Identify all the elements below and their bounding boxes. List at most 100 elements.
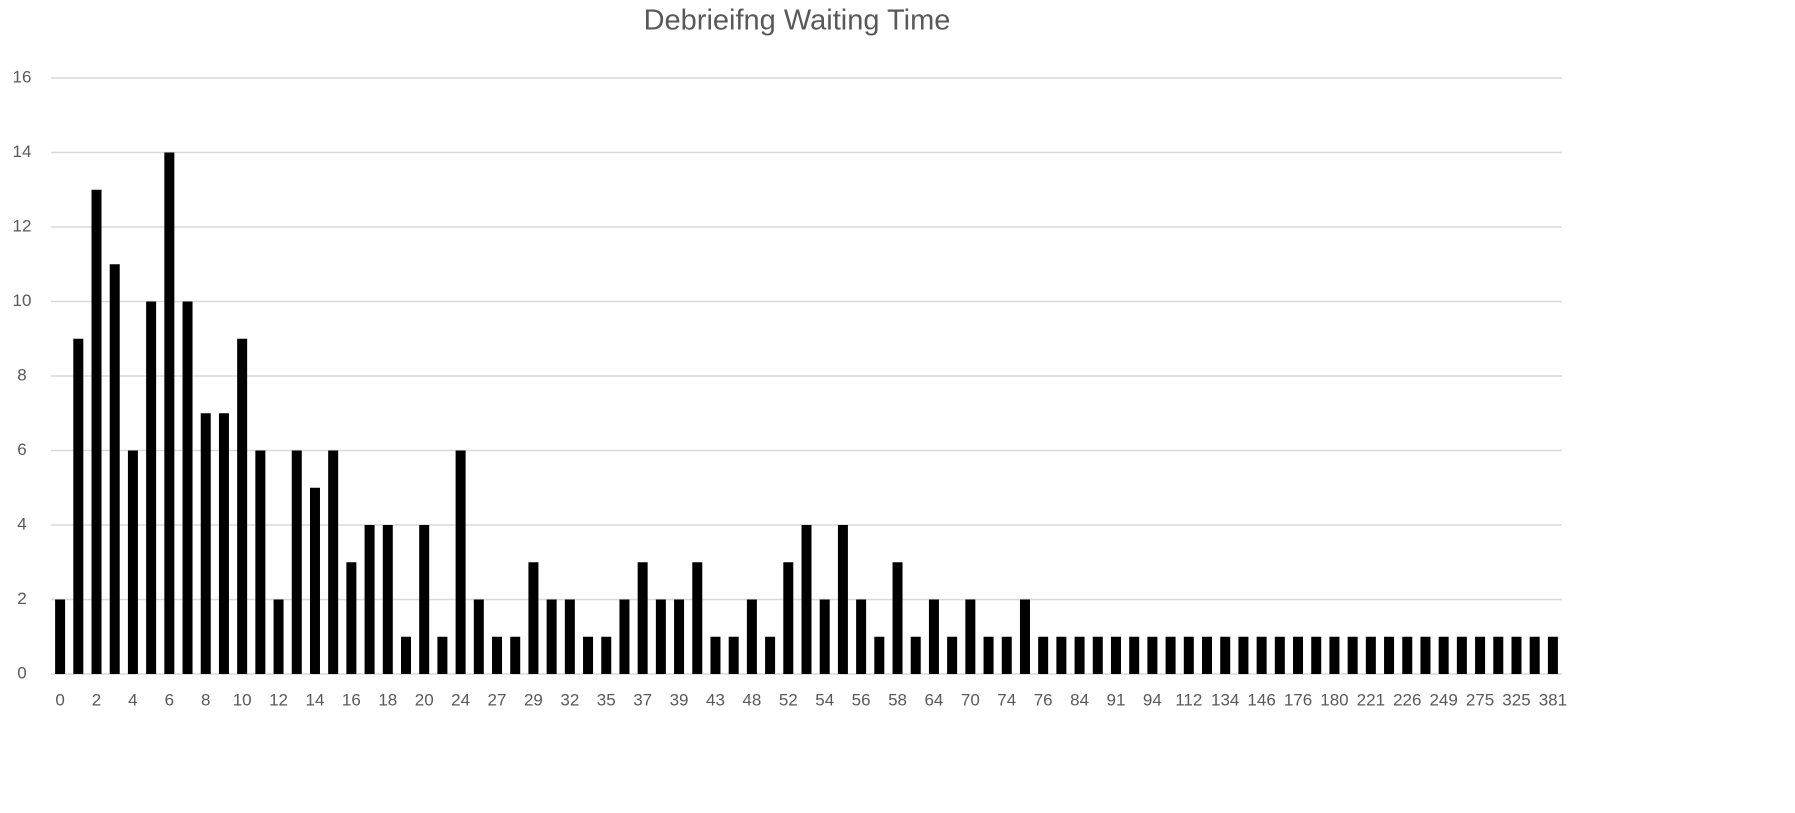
bar bbox=[291, 450, 302, 674]
bar bbox=[546, 599, 557, 674]
bar bbox=[1384, 636, 1395, 674]
x-tick-label: 32 bbox=[560, 690, 579, 709]
bar bbox=[1274, 636, 1285, 674]
bar bbox=[1420, 636, 1431, 674]
x-tick-label: 8 bbox=[201, 690, 210, 709]
bar bbox=[965, 599, 976, 674]
x-tick-label: 0 bbox=[55, 690, 64, 709]
bar bbox=[1347, 636, 1358, 674]
bar bbox=[674, 599, 685, 674]
x-tick-label: 226 bbox=[1393, 690, 1421, 709]
bar bbox=[73, 338, 84, 674]
x-tick-label: 6 bbox=[165, 690, 174, 709]
x-tick-label: 10 bbox=[233, 690, 252, 709]
bar bbox=[1220, 636, 1231, 674]
x-tick-label: 325 bbox=[1502, 690, 1530, 709]
y-tick-label: 14 bbox=[13, 142, 32, 161]
bar bbox=[710, 636, 721, 674]
bar bbox=[492, 636, 503, 674]
bar bbox=[55, 599, 66, 674]
x-tick-label: 91 bbox=[1107, 690, 1126, 709]
bar bbox=[1110, 636, 1121, 674]
x-tick-label: 43 bbox=[706, 690, 725, 709]
bar bbox=[1402, 636, 1413, 674]
x-tick-label: 48 bbox=[742, 690, 761, 709]
x-tick-label: 176 bbox=[1284, 690, 1312, 709]
bar bbox=[346, 562, 357, 674]
bar bbox=[1511, 636, 1522, 674]
bar bbox=[564, 599, 575, 674]
bar bbox=[1329, 636, 1340, 674]
x-tick-label: 74 bbox=[997, 690, 1016, 709]
bar bbox=[583, 636, 594, 674]
x-tick-label: 27 bbox=[488, 690, 507, 709]
x-tick-label: 221 bbox=[1357, 690, 1385, 709]
bar bbox=[947, 636, 958, 674]
x-tick-label: 14 bbox=[306, 690, 325, 709]
bar bbox=[1547, 636, 1558, 674]
y-tick-label: 0 bbox=[17, 663, 26, 682]
x-tick-label: 37 bbox=[633, 690, 652, 709]
bar bbox=[765, 636, 776, 674]
y-tick-label: 10 bbox=[13, 291, 32, 310]
bar bbox=[1147, 636, 1158, 674]
x-tick-label: 24 bbox=[451, 690, 470, 709]
bar bbox=[328, 450, 339, 674]
bar bbox=[746, 599, 757, 674]
x-tick-label: 146 bbox=[1247, 690, 1275, 709]
x-tick-label: 180 bbox=[1320, 690, 1348, 709]
x-tick-label: 29 bbox=[524, 690, 543, 709]
x-tick-label: 18 bbox=[378, 690, 397, 709]
bar bbox=[91, 189, 102, 674]
bar bbox=[455, 450, 466, 674]
y-tick-label: 12 bbox=[13, 216, 32, 235]
bar bbox=[1365, 636, 1376, 674]
bar bbox=[1019, 599, 1030, 674]
bar bbox=[255, 450, 266, 674]
x-tick-label: 16 bbox=[342, 690, 361, 709]
bar bbox=[146, 301, 157, 674]
bar bbox=[692, 562, 703, 674]
x-tick-label: 56 bbox=[852, 690, 871, 709]
x-tick-label: 12 bbox=[269, 690, 288, 709]
bar bbox=[801, 525, 812, 674]
y-tick-label: 16 bbox=[13, 67, 32, 86]
y-tick-label: 4 bbox=[17, 514, 26, 533]
bar bbox=[1074, 636, 1085, 674]
bar bbox=[837, 525, 848, 674]
bar bbox=[655, 599, 666, 674]
x-tick-label: 70 bbox=[961, 690, 980, 709]
bar bbox=[1092, 636, 1103, 674]
x-tick-label: 58 bbox=[888, 690, 907, 709]
bar bbox=[237, 338, 248, 674]
x-tick-label: 134 bbox=[1211, 690, 1239, 709]
bar bbox=[109, 264, 120, 674]
y-tick-label: 2 bbox=[17, 589, 26, 608]
bar bbox=[419, 525, 430, 674]
bar bbox=[218, 413, 229, 674]
bar bbox=[1256, 636, 1267, 674]
bar bbox=[127, 450, 138, 674]
bar bbox=[856, 599, 867, 674]
x-tick-label: 112 bbox=[1175, 690, 1202, 709]
bar bbox=[309, 487, 320, 674]
x-tick-label: 76 bbox=[1034, 690, 1053, 709]
bar bbox=[473, 599, 484, 674]
x-tick-label: 249 bbox=[1429, 690, 1457, 709]
bar bbox=[601, 636, 612, 674]
bar bbox=[1293, 636, 1304, 674]
bar bbox=[273, 599, 284, 674]
bar bbox=[528, 562, 539, 674]
bar bbox=[182, 301, 193, 674]
bar bbox=[892, 562, 903, 674]
x-tick-label: 275 bbox=[1466, 690, 1494, 709]
bar bbox=[619, 599, 630, 674]
bar bbox=[200, 413, 211, 674]
x-tick-label: 39 bbox=[670, 690, 689, 709]
x-tick-label: 52 bbox=[779, 690, 798, 709]
bar bbox=[637, 562, 648, 674]
bar bbox=[400, 636, 411, 674]
bar bbox=[1529, 636, 1540, 674]
bar bbox=[1056, 636, 1067, 674]
